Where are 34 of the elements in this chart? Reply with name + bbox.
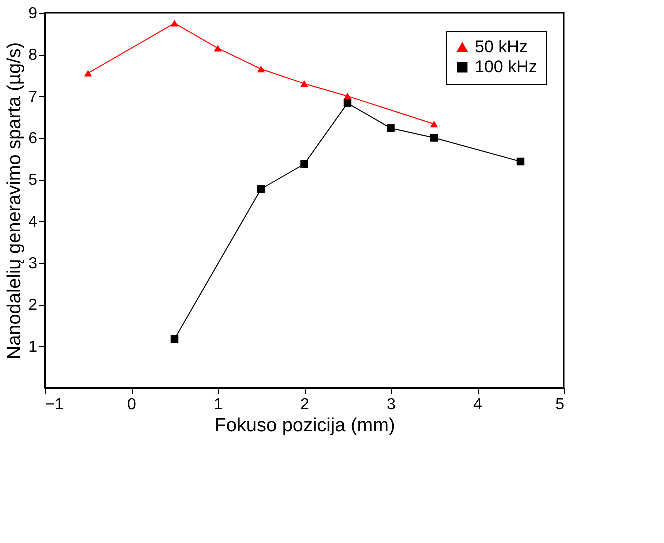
point bbox=[257, 185, 266, 194]
y-tick-label: 8 bbox=[28, 47, 38, 64]
y-tick-label: 6 bbox=[28, 130, 38, 148]
point bbox=[170, 335, 179, 344]
y-tick-label: 4 bbox=[28, 214, 38, 231]
x-tick-label: 1 bbox=[214, 396, 224, 414]
y-tick-label: 9 bbox=[28, 6, 38, 22]
x-tick-label: −1 bbox=[46, 396, 64, 414]
point bbox=[344, 100, 352, 108]
x-tick-label: 0 bbox=[128, 396, 137, 414]
point bbox=[257, 66, 266, 73]
point bbox=[344, 92, 352, 100]
point bbox=[430, 134, 438, 142]
point bbox=[300, 80, 308, 88]
x-tick-label: 5 bbox=[556, 396, 565, 414]
point bbox=[84, 70, 92, 77]
y-tick-label: 3 bbox=[28, 256, 38, 272]
point bbox=[516, 158, 525, 166]
y-tick-label: 2 bbox=[28, 297, 38, 314]
point bbox=[430, 120, 438, 128]
x-tick-label: 3 bbox=[387, 396, 396, 414]
point bbox=[387, 124, 395, 132]
y-tick-label: 1 bbox=[28, 338, 38, 356]
point bbox=[170, 20, 179, 27]
x-tick-label: 2 bbox=[300, 396, 310, 414]
legend-label: 100 kHz bbox=[475, 58, 538, 76]
point bbox=[214, 45, 222, 52]
y-tick-label: 5 bbox=[28, 172, 38, 190]
point bbox=[300, 160, 308, 168]
x-tick-label: 4 bbox=[474, 396, 483, 414]
y-axis-title: Nanodalelių generavimo sparta (µg/s) bbox=[4, 42, 26, 360]
legend-label: 50 kHz bbox=[475, 38, 528, 56]
y-tick-label: 7 bbox=[28, 88, 38, 106]
x-axis-title: Fokuso pozicija (mm) bbox=[214, 416, 396, 436]
